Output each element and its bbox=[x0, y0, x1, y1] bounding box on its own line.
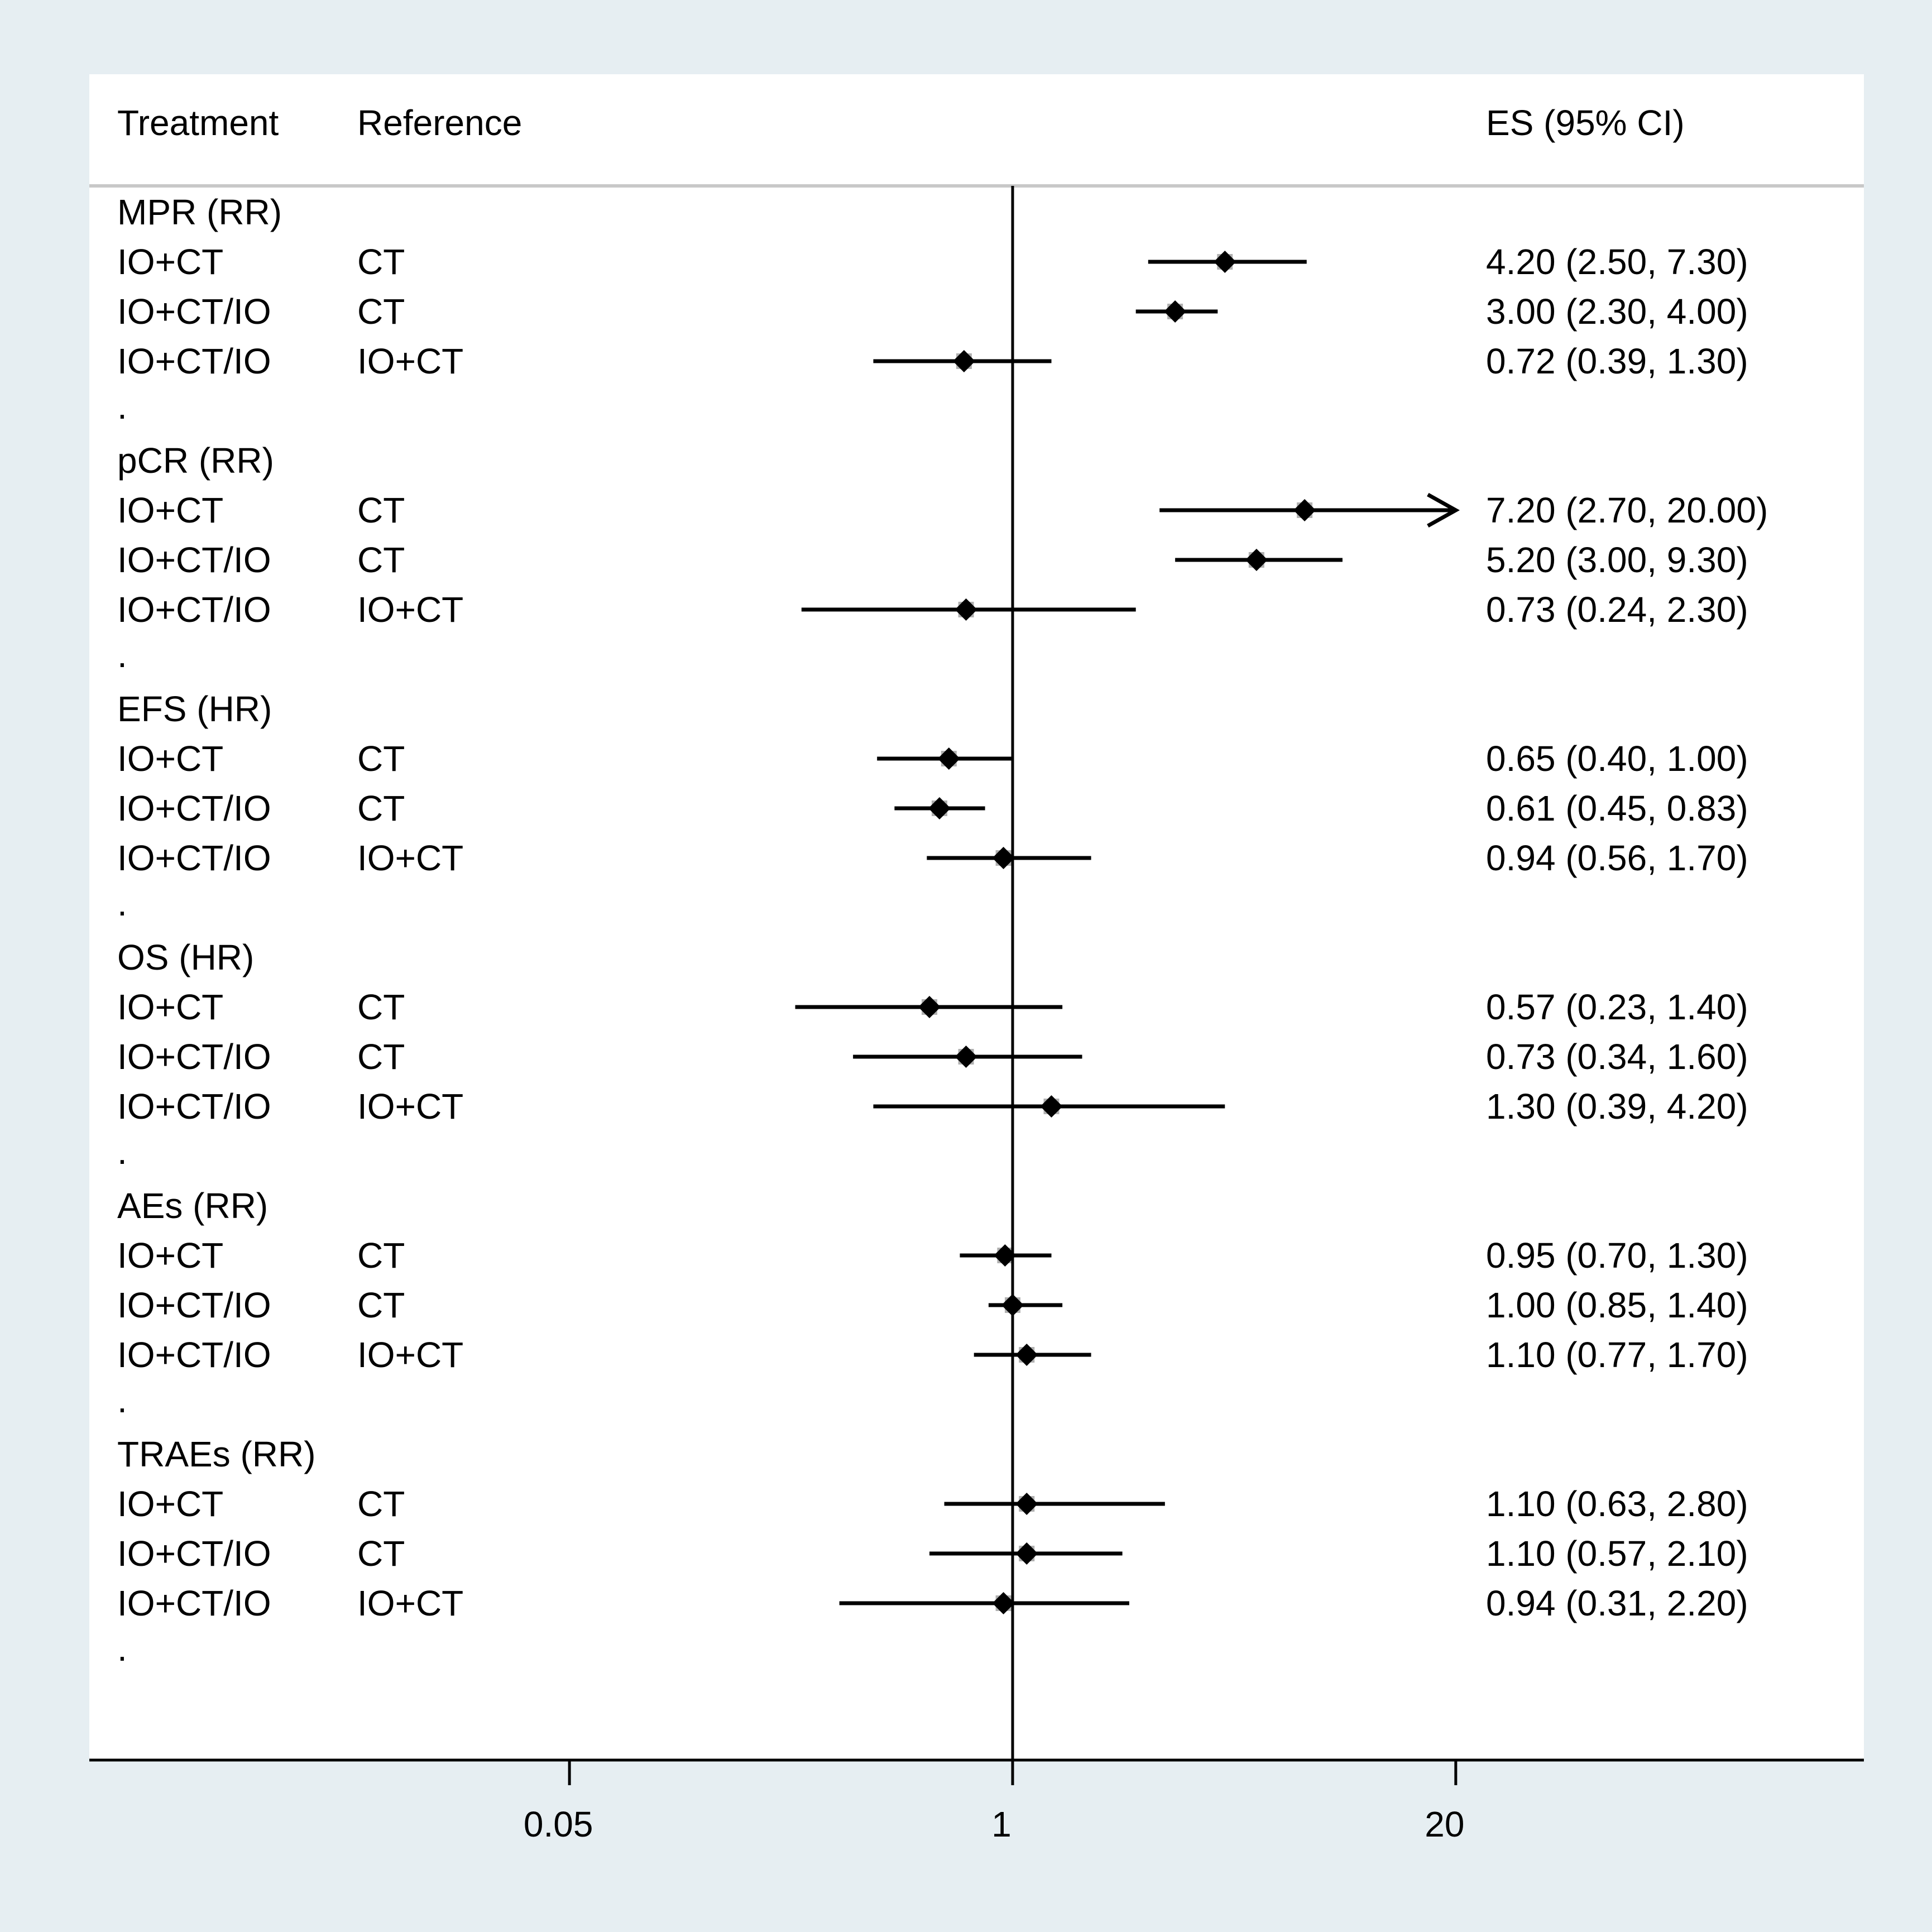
es-ci-label: 1.10 (0.77, 1.70) bbox=[1486, 1335, 1748, 1375]
plot-area bbox=[89, 74, 1864, 1760]
point-estimate bbox=[1293, 499, 1316, 521]
reference-label: CT bbox=[357, 788, 405, 828]
es-ci-label: 0.95 (0.70, 1.30) bbox=[1486, 1235, 1748, 1276]
reference-label: CT bbox=[357, 490, 405, 530]
point-estimate bbox=[928, 797, 951, 819]
treatment-label: IO+CT bbox=[117, 1235, 223, 1276]
point-estimate bbox=[992, 847, 1015, 869]
group-label: EFS (HR) bbox=[117, 689, 272, 729]
point-estimate bbox=[1040, 1095, 1063, 1118]
es-ci-label: 0.61 (0.45, 0.83) bbox=[1486, 788, 1748, 828]
reference-label: CT bbox=[357, 987, 405, 1027]
group-separator: . bbox=[117, 1380, 127, 1420]
treatment-label: IO+CT/IO bbox=[117, 1285, 271, 1325]
group-separator: . bbox=[117, 1132, 127, 1172]
es-ci-label: 0.73 (0.24, 2.30) bbox=[1486, 589, 1748, 630]
es-ci-label: 0.57 (0.23, 1.40) bbox=[1486, 987, 1748, 1027]
point-estimate bbox=[992, 1592, 1015, 1614]
reference-label: CT bbox=[357, 1285, 405, 1325]
reference-label: CT bbox=[357, 1037, 405, 1077]
treatment-label: IO+CT/IO bbox=[117, 1086, 271, 1126]
reference-label: CT bbox=[357, 291, 405, 332]
point-estimate bbox=[1015, 1344, 1038, 1366]
treatment-label: IO+CT bbox=[117, 1484, 223, 1524]
es-ci-label: 0.72 (0.39, 1.30) bbox=[1486, 341, 1748, 381]
reference-label: IO+CT bbox=[357, 1086, 463, 1126]
reference-label: IO+CT bbox=[357, 589, 463, 630]
reference-label: CT bbox=[357, 242, 405, 282]
group-label: AEs (RR) bbox=[117, 1186, 268, 1226]
point-estimate bbox=[1015, 1542, 1038, 1565]
reference-label: IO+CT bbox=[357, 1335, 463, 1375]
point-estimate bbox=[955, 598, 977, 621]
es-ci-label: 0.73 (0.34, 1.60) bbox=[1486, 1037, 1748, 1077]
point-estimate bbox=[994, 1244, 1017, 1267]
treatment-label: IO+CT bbox=[117, 987, 223, 1027]
group-label: TRAEs (RR) bbox=[117, 1434, 316, 1474]
es-ci-label: 1.10 (0.57, 2.10) bbox=[1486, 1533, 1748, 1574]
reference-label: CT bbox=[357, 1533, 405, 1574]
group-separator: . bbox=[117, 883, 127, 923]
es-ci-label: 5.20 (3.00, 9.30) bbox=[1486, 540, 1748, 580]
treatment-label: IO+CT/IO bbox=[117, 1583, 271, 1623]
es-ci-label: 1.30 (0.39, 4.20) bbox=[1486, 1086, 1748, 1126]
es-ci-label: 1.10 (0.63, 2.80) bbox=[1486, 1484, 1748, 1524]
es-ci-label: 3.00 (2.30, 4.00) bbox=[1486, 291, 1748, 332]
point-estimate bbox=[918, 996, 941, 1018]
es-ci-label: 4.20 (2.50, 7.30) bbox=[1486, 242, 1748, 282]
header-band bbox=[89, 74, 1864, 186]
point-estimate bbox=[1214, 251, 1236, 273]
column-header-treatment: Treatment bbox=[117, 103, 279, 143]
ci-arrow bbox=[1427, 492, 1460, 528]
treatment-label: IO+CT/IO bbox=[117, 1533, 271, 1574]
group-label: pCR (RR) bbox=[117, 440, 274, 481]
group-label: MPR (RR) bbox=[117, 192, 282, 232]
point-estimate bbox=[1164, 300, 1187, 323]
reference-label: CT bbox=[357, 1484, 405, 1524]
point-estimate bbox=[937, 747, 960, 770]
es-ci-label: 0.94 (0.56, 1.70) bbox=[1486, 838, 1748, 878]
treatment-label: IO+CT/IO bbox=[117, 788, 271, 828]
x-tick-label: 0.05 bbox=[524, 1804, 593, 1844]
column-header-reference: Reference bbox=[357, 103, 522, 143]
es-ci-label: 1.00 (0.85, 1.40) bbox=[1486, 1285, 1748, 1325]
reference-label: IO+CT bbox=[357, 1583, 463, 1623]
group-separator: . bbox=[117, 635, 127, 675]
column-header-es-ci: ES (95% CI) bbox=[1486, 103, 1685, 143]
es-ci-label: 0.65 (0.40, 1.00) bbox=[1486, 739, 1748, 779]
treatment-label: IO+CT/IO bbox=[117, 291, 271, 332]
group-separator: . bbox=[117, 1628, 127, 1669]
x-axis: 0.05 1 20 bbox=[524, 1760, 1464, 1844]
x-tick-label: 1 bbox=[991, 1804, 1011, 1844]
group-label: OS (HR) bbox=[117, 937, 254, 977]
point-estimate bbox=[1245, 549, 1268, 571]
treatment-label: IO+CT/IO bbox=[117, 540, 271, 580]
treatment-label: IO+CT/IO bbox=[117, 1037, 271, 1077]
treatment-label: IO+CT bbox=[117, 490, 223, 530]
treatment-label: IO+CT/IO bbox=[117, 341, 271, 381]
group-separator: . bbox=[117, 386, 127, 426]
es-ci-label: 0.94 (0.31, 2.20) bbox=[1486, 1583, 1748, 1623]
point-estimate bbox=[1015, 1493, 1038, 1515]
treatment-label: IO+CT bbox=[117, 739, 223, 779]
reference-label: IO+CT bbox=[357, 838, 463, 878]
x-tick-label: 20 bbox=[1425, 1804, 1464, 1844]
es-ci-label: 7.20 (2.70, 20.00) bbox=[1486, 490, 1768, 530]
point-estimate bbox=[955, 1046, 977, 1068]
point-estimate bbox=[952, 350, 975, 372]
treatment-label: IO+CT/IO bbox=[117, 838, 271, 878]
treatment-label: IO+CT/IO bbox=[117, 589, 271, 630]
reference-label: CT bbox=[357, 540, 405, 580]
rows-layer: MPR (RR) IO+CT CT 4.20 (2.50, 7.30) IO+CT/IO… bbox=[117, 192, 1768, 1669]
treatment-label: IO+CT bbox=[117, 242, 223, 282]
treatment-label: IO+CT/IO bbox=[117, 1335, 271, 1375]
reference-label: IO+CT bbox=[357, 341, 463, 381]
reference-label: CT bbox=[357, 739, 405, 779]
reference-label: CT bbox=[357, 1235, 405, 1276]
